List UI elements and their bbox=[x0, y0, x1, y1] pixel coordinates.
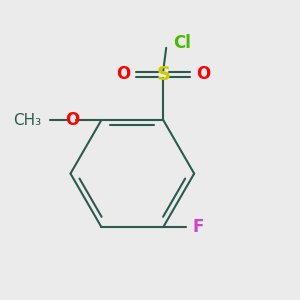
Text: F: F bbox=[193, 218, 204, 236]
Text: O: O bbox=[196, 65, 210, 83]
Text: S: S bbox=[156, 65, 170, 84]
Text: O: O bbox=[116, 65, 130, 83]
Text: O: O bbox=[65, 111, 79, 129]
Text: CH₃: CH₃ bbox=[13, 112, 41, 128]
Text: Cl: Cl bbox=[174, 34, 191, 52]
